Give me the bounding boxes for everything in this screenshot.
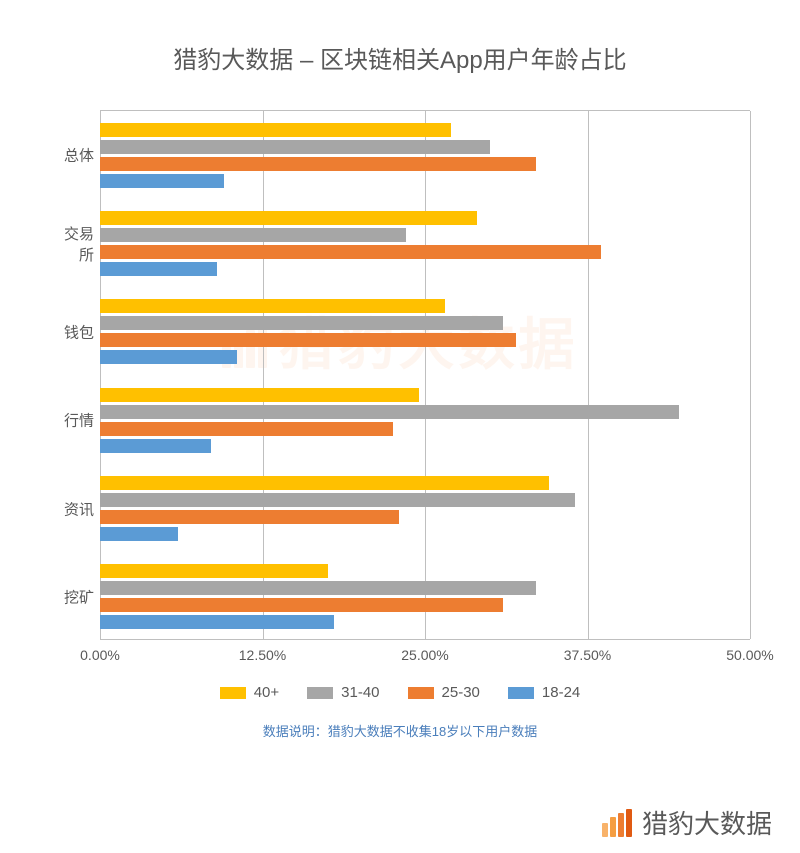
gridline: [100, 111, 101, 639]
brand-logo-bar: [610, 817, 616, 837]
bar: [100, 245, 601, 259]
legend-label: 31-40: [341, 684, 379, 701]
bar: [100, 493, 575, 507]
legend-swatch: [307, 687, 333, 699]
bar: [100, 299, 445, 313]
bar: [100, 157, 536, 171]
bar: [100, 422, 393, 436]
x-tick-label: 37.50%: [564, 647, 611, 663]
bar: [100, 476, 549, 490]
brand-logo-icon: [602, 809, 632, 837]
x-tick-label: 12.50%: [239, 647, 286, 663]
bar: [100, 388, 419, 402]
bar: [100, 228, 406, 242]
bar: [100, 174, 224, 188]
gridline: [425, 111, 426, 639]
bar: [100, 615, 334, 629]
bar: [100, 350, 237, 364]
bar: [100, 316, 503, 330]
bar: [100, 140, 490, 154]
y-tick-label: 挖矿: [52, 586, 94, 607]
y-tick-label: 行情: [52, 410, 94, 431]
bar: [100, 527, 178, 541]
brand-logo-bar: [626, 809, 632, 837]
gridline: [263, 111, 264, 639]
bar: [100, 333, 516, 347]
x-tick-label: 0.00%: [80, 647, 120, 663]
bar: [100, 439, 211, 453]
brand-logo-bar: [618, 813, 624, 837]
legend-item: 40+: [220, 684, 279, 701]
bar: [100, 564, 328, 578]
legend-item: 31-40: [307, 684, 379, 701]
bar: [100, 510, 399, 524]
gridline: [588, 111, 589, 639]
legend-swatch: [408, 687, 434, 699]
chart-container: 猎豹大数据 – 区块链相关App用户年龄占比 猎豹大数据 0.00% 12.50%…: [0, 0, 800, 853]
y-tick-label: 钱包: [52, 321, 94, 342]
bar: [100, 598, 503, 612]
x-tick-label: 50.00%: [726, 647, 773, 663]
legend-swatch: [508, 687, 534, 699]
bar: [100, 262, 217, 276]
bar: [100, 123, 451, 137]
chart-title: 猎豹大数据 – 区块链相关App用户年龄占比: [30, 40, 770, 75]
brand-logo-bar: [602, 823, 608, 837]
legend-label: 25-30: [442, 684, 480, 701]
chart-frame: 0.00% 12.50% 25.00% 37.50% 50.00% 总体交易所钱包行情资讯…: [30, 110, 770, 670]
gridline: [750, 111, 751, 639]
bar: [100, 211, 477, 225]
brand-text: 猎豹大数据: [642, 804, 772, 841]
legend: 40+ 31-40 25-30 18-24: [30, 684, 770, 701]
legend-label: 18-24: [542, 684, 580, 701]
x-tick-label: 25.00%: [401, 647, 448, 663]
bar: [100, 405, 679, 419]
legend-label: 40+: [254, 684, 279, 701]
data-note: 数据说明：猎豹大数据不收集18岁以下用户数据: [30, 721, 770, 740]
y-tick-label: 总体: [52, 145, 94, 166]
bar: [100, 581, 536, 595]
brand-footer: 猎豹大数据: [602, 804, 772, 841]
legend-item: 18-24: [508, 684, 580, 701]
y-tick-label: 资讯: [52, 498, 94, 519]
legend-swatch: [220, 687, 246, 699]
legend-item: 25-30: [408, 684, 480, 701]
plot-area: 0.00%12.50%25.00%37.50%50.00%总体交易所钱包行情资讯…: [100, 110, 750, 640]
y-tick-label: 交易所: [52, 223, 94, 265]
